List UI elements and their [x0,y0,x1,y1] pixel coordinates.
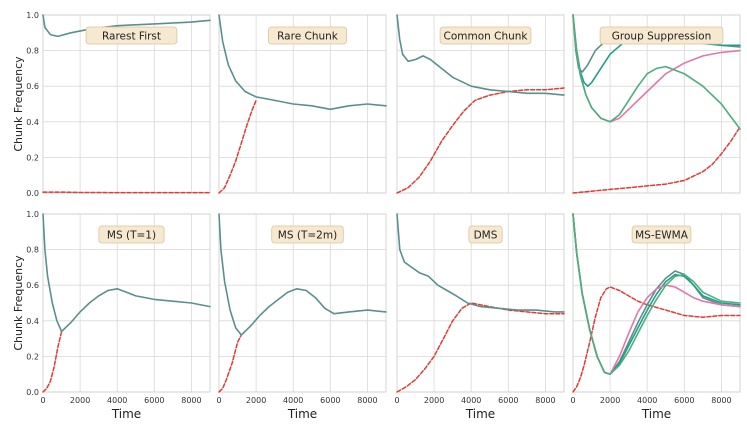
x-tick-label: 0 [570,396,575,405]
x-axis-label: Time [111,407,141,421]
panel-title: MS (T=1) [107,230,156,242]
plot-frame [218,213,387,393]
x-tick-label: 8000 [535,396,555,405]
panel-8: 0 2000 4000 6000 8000 Time MS-EWMA [570,213,741,421]
plot-frame [396,213,565,393]
panel-title-box [468,225,503,244]
panel-title-box [271,225,344,244]
series-line-rare [396,302,565,393]
y-axis-label-row-2: Chunk Frequency [12,255,25,351]
x-axis-label: Time [465,407,495,421]
panel-title-box [98,225,165,244]
series-line-common-1 [218,213,387,336]
series-line-common-1 [42,213,211,333]
x-axis-label: Time [287,407,317,421]
y-tick-label: 0.0 [26,189,39,198]
plot-area [397,15,564,193]
series-line-common-4 [572,14,741,130]
y-tick-label: 0.2 [26,352,39,361]
y-tick-label: 0.8 [26,246,39,255]
x-tick-label: 6000 [674,396,694,405]
x-tick-label: 4000 [637,396,657,405]
series-line-common-1 [218,14,387,111]
panel-title: DMS [474,230,498,242]
x-tick-label: 2000 [70,396,90,405]
x-tick-label: 4000 [107,396,127,405]
x-tick-label: 2000 [246,396,266,405]
panel-title: Common Chunk [443,31,528,43]
series-line-common-1 [396,213,565,313]
y-axis-label-row-1: Chunk Frequency [12,56,25,152]
x-tick-label: 4000 [283,396,303,405]
y-tick-label: 0.8 [26,47,39,56]
series-line-common-1 [42,14,211,38]
panel-title: Rare Chunk [277,31,339,43]
panel-title: Rarest First [102,31,161,43]
y-tick-label: 0.4 [26,118,39,127]
x-tick-label: 6000 [144,396,164,405]
x-tick-label: 6000 [498,396,518,405]
x-tick-label: 2000 [424,396,444,405]
panel-5: 0.0 0.2 0.4 0.6 0.8 1.0 0 2000 4000 6000 8000 Time M… [26,210,211,421]
plot-area [43,15,210,193]
panel-1: 0.0 0.2 0.4 0.6 0.8 1.0 Rarest First [26,11,211,198]
plot-frame [396,14,565,194]
series-line-common-4 [572,213,741,376]
panel-title: MS (T=2m) [278,230,337,242]
panel-7: 0 2000 4000 6000 8000 Time DMS [394,213,565,421]
plot-area [43,214,210,392]
panel-title-box [268,26,347,45]
panel-title: MS-EWMA [635,230,689,242]
panel-title: Group Suppression [612,31,711,43]
x-tick-label: 0 [216,396,221,405]
plot-area [219,214,386,392]
y-tick-label: 0.4 [26,317,39,326]
x-tick-label: 8000 [711,396,731,405]
x-tick-label: 4000 [461,396,481,405]
y-tick-label: 0.6 [26,281,39,290]
series-line-rare [42,191,211,194]
plot-frame [218,14,387,194]
panel-title-box [439,26,532,45]
panel-4: Group Suppression [572,14,741,194]
series-line-rare [218,99,257,194]
panel-2: Rare Chunk [218,14,387,194]
series-line-rare [42,330,63,393]
series-line-common-1 [396,14,565,96]
y-tick-label: 1.0 [26,210,39,219]
x-tick-label: 6000 [320,396,340,405]
plot-frame [42,213,211,393]
panel-6: 0 2000 4000 6000 8000 Time MS (T=2m) [216,213,387,421]
series-line-rare [572,126,741,194]
panel-3: Common Chunk [396,14,565,194]
series-line-rare [396,87,565,194]
panel-title-box [599,26,724,45]
plot-area [397,214,564,392]
y-tick-label: 1.0 [26,11,39,20]
x-axis-label: Time [641,407,671,421]
y-tick-label: 0.0 [26,388,39,397]
y-tick-label: 0.6 [26,82,39,91]
x-tick-label: 0 [394,396,399,405]
y-tick-label: 0.2 [26,153,39,162]
series-line-rare [218,334,243,393]
x-tick-label: 8000 [357,396,377,405]
plot-frame [572,14,741,194]
x-tick-label: 0 [40,396,45,405]
x-tick-label: 8000 [181,396,201,405]
x-tick-label: 2000 [600,396,620,405]
plot-area [219,15,386,193]
panel-title-box [85,26,178,45]
panel-title-box [631,225,692,244]
series-line-rare [572,286,741,393]
